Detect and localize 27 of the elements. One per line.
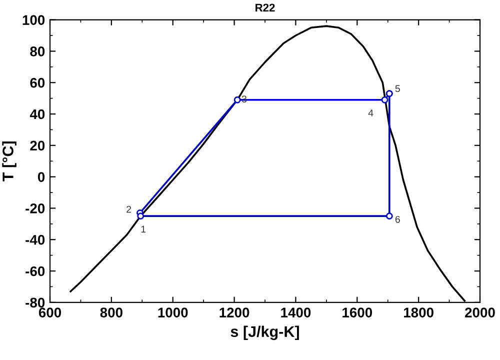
annotation: 1	[141, 226, 146, 232]
y-tick-label: -80	[26, 298, 45, 308]
annotation: 6	[395, 216, 400, 223]
annotation: 2	[126, 206, 132, 213]
y-tick-label: 60	[30, 78, 45, 88]
annotation: 4	[368, 110, 374, 116]
annotation: 5	[395, 85, 400, 92]
y-tick-label: -60	[26, 266, 45, 276]
x-tick-label: 800	[100, 308, 122, 318]
y-tick-label: 20	[30, 140, 45, 151]
y-tick-label: -20	[26, 204, 45, 214]
x-tick-label: 1600	[342, 308, 372, 318]
x-axis-title: s [J/kg-K]	[230, 326, 299, 340]
y-tick-label: 100	[22, 15, 45, 25]
annotation: 3	[242, 96, 247, 102]
y-tick-label: 80	[30, 46, 45, 56]
x-tick-label: 600	[38, 308, 62, 318]
x-tick-label: 1200	[220, 308, 250, 318]
x-tick-label: 2000	[465, 308, 495, 318]
y-tick-label: 0	[38, 172, 45, 182]
chart-title: R22	[256, 4, 275, 12]
y-tick-label: -40	[26, 234, 45, 245]
y-tick-label: 40	[30, 109, 45, 120]
x-tick-label: 1000	[158, 308, 188, 318]
y-axis-title: T [°C]	[2, 142, 16, 182]
x-tick-label: 1400	[281, 308, 311, 318]
x-tick-label: 1800	[404, 308, 434, 318]
